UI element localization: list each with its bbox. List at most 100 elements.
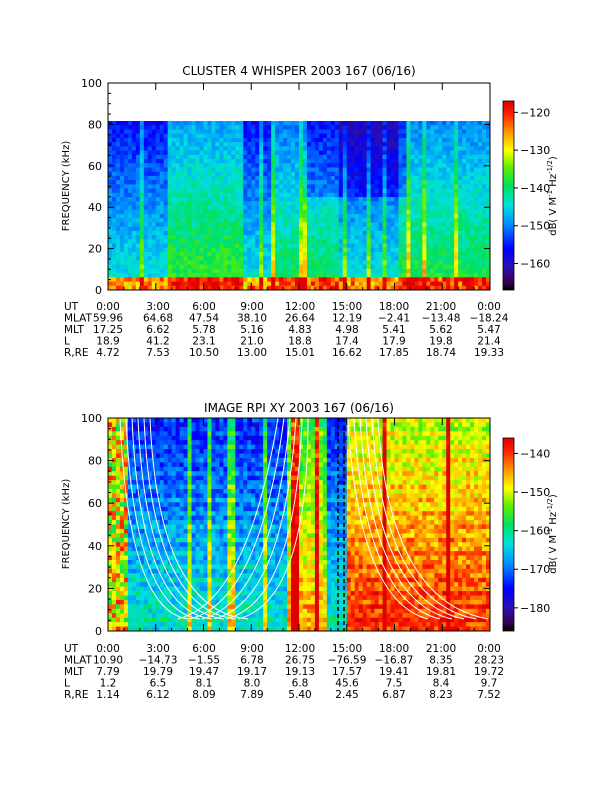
panel1-pixel xyxy=(172,151,177,156)
panel1-pixel xyxy=(391,180,396,185)
panel1-pixel xyxy=(454,163,459,168)
panel1-pixel xyxy=(418,155,423,160)
panel1-pixel xyxy=(259,227,264,232)
panel1-pixel xyxy=(398,176,403,181)
panel1-pixel xyxy=(144,197,149,202)
panel1-pixel xyxy=(168,244,173,249)
panel1-pixel xyxy=(207,269,212,274)
panel1-pixel xyxy=(231,235,236,240)
panel1-pixel xyxy=(132,121,137,126)
panel1-pixel xyxy=(259,159,264,164)
panel1-pixel xyxy=(243,235,248,240)
panel1-ephem-value: 6:00 xyxy=(192,301,216,313)
panel1-pixel xyxy=(315,121,320,126)
panel1-pixel xyxy=(434,155,439,160)
panel1-pixel xyxy=(287,121,292,126)
panel1-pixel xyxy=(363,256,368,261)
panel2-pixel xyxy=(168,502,173,507)
panel2-pixel xyxy=(124,538,129,543)
panel1-pixel xyxy=(196,167,201,172)
panel1-pixel xyxy=(231,172,236,177)
panel1-pixel xyxy=(371,260,376,265)
panel1-pixel xyxy=(410,129,415,134)
panel1-pixel xyxy=(402,201,407,206)
panel1-pixel xyxy=(255,201,260,206)
panel1-pixel xyxy=(335,151,340,156)
panel1-pixel xyxy=(263,125,268,130)
panel2-pixel xyxy=(128,622,133,627)
panel1-ephem-value: 15:00 xyxy=(332,301,362,313)
panel1-pixel xyxy=(263,159,268,164)
panel1-pixel xyxy=(275,265,280,270)
panel1-pixel xyxy=(383,256,388,261)
panel1-pixel xyxy=(367,176,372,181)
panel1-pixel xyxy=(355,184,360,189)
panel1-pixel xyxy=(188,239,193,244)
panel1-pixel xyxy=(172,248,177,253)
panel1-pixel xyxy=(478,218,483,223)
panel1-pixel xyxy=(347,155,352,160)
panel1-pixel xyxy=(176,142,181,147)
panel1-ephem-value: 12.19 xyxy=(332,313,362,325)
panel1-pixel xyxy=(124,235,129,240)
panel1-pixel xyxy=(343,176,348,181)
panel1-pixel xyxy=(200,197,205,202)
panel2-pixel xyxy=(188,427,193,432)
panel1-pixel xyxy=(303,277,308,282)
panel1-pixel xyxy=(406,180,411,185)
panel1-ephem-value: 5.47 xyxy=(477,324,500,336)
panel1-pixel xyxy=(196,134,201,139)
panel1-pixel xyxy=(319,176,324,181)
panel2-pixel xyxy=(188,542,193,547)
panel2-pixel xyxy=(108,471,113,476)
panel1-pixel xyxy=(160,142,165,147)
panel1-pixel xyxy=(168,146,173,151)
panel1-pixel xyxy=(259,235,264,240)
panel1-pixel xyxy=(307,277,312,282)
panel1-pixel xyxy=(279,142,284,147)
panel1-pixel xyxy=(343,197,348,202)
panel1-pixel xyxy=(442,138,447,143)
panel1-pixel xyxy=(160,121,165,126)
panel1-pixel xyxy=(335,239,340,244)
panel1-pixel xyxy=(204,151,209,156)
panel1-pixel xyxy=(152,256,157,261)
panel1-pixel xyxy=(422,248,427,253)
panel1-pixel xyxy=(402,155,407,160)
panel1-pixel xyxy=(307,159,312,164)
panel2-pixel xyxy=(116,573,121,578)
panel1-pixel xyxy=(422,252,427,257)
panel1-pixel xyxy=(128,189,133,194)
panel1-pixel xyxy=(331,193,336,198)
panel1-pixel xyxy=(323,180,328,185)
panel2-pixel xyxy=(184,569,189,574)
panel1-pixel xyxy=(383,134,388,139)
panel1-pixel xyxy=(454,151,459,156)
panel1-pixel xyxy=(140,244,145,249)
panel1-pixel xyxy=(116,180,121,185)
panel2-pixel xyxy=(116,458,121,463)
panel1-pixel xyxy=(164,163,169,168)
panel2-pixel xyxy=(160,551,165,556)
panel1-pixel xyxy=(283,231,288,236)
panel1-pixel xyxy=(267,197,272,202)
panel2-pixel xyxy=(116,427,121,432)
panel1-pixel xyxy=(482,197,487,202)
panel1-pixel xyxy=(207,189,212,194)
panel1-pixel xyxy=(371,244,376,249)
panel1-pixel xyxy=(120,235,125,240)
panel1-pixel xyxy=(180,256,185,261)
panel1-pixel xyxy=(200,214,205,219)
panel1-pixel xyxy=(227,239,232,244)
panel1-pixel xyxy=(383,129,388,134)
panel1-pixel xyxy=(375,146,380,151)
panel1-pixel xyxy=(283,193,288,198)
panel2-pixel xyxy=(168,471,173,476)
panel1-pixel xyxy=(283,282,288,287)
panel1-pixel xyxy=(379,273,384,278)
panel1-pixel xyxy=(426,142,431,147)
panel1-pixel xyxy=(398,146,403,151)
panel2-pixel xyxy=(156,445,161,450)
panel1-pixel xyxy=(454,184,459,189)
panel1-pixel xyxy=(152,138,157,143)
